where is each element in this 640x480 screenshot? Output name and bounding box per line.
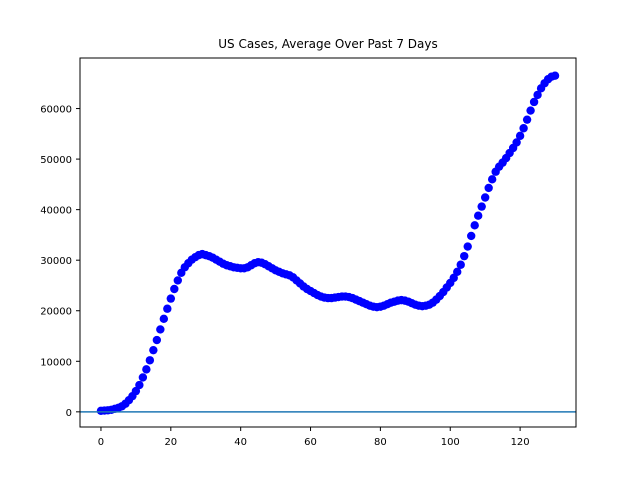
y-tick-label: 60000: [40, 105, 72, 116]
axes: 0 20 40 60 80 100 120 0 10000 20000 30000 40000 5000…: [40, 105, 529, 448]
x-tick-label: 80: [374, 437, 387, 448]
data-point: [170, 284, 179, 294]
y-tick-label: 30000: [40, 256, 72, 267]
x-tick-label: 100: [441, 437, 460, 448]
data-point: [550, 71, 560, 80]
data-point: [480, 193, 490, 202]
y-tick-label: 10000: [40, 357, 72, 368]
data-point: [473, 211, 483, 220]
x-tick-label: 20: [164, 437, 177, 448]
data-point: [166, 294, 176, 303]
data-point: [173, 276, 183, 285]
data-point: [487, 175, 497, 184]
data-point: [484, 183, 493, 193]
data-point: [463, 242, 472, 251]
data-point: [467, 231, 476, 241]
data-point: [533, 90, 542, 100]
y-tick-label: 20000: [40, 307, 72, 318]
data-point: [519, 124, 528, 133]
data-point: [515, 131, 525, 141]
data-point: [453, 267, 462, 277]
data-point: [142, 365, 151, 374]
data-point: [477, 202, 486, 211]
data-point: [138, 373, 148, 382]
data-point: [149, 345, 158, 355]
chart-title: US Cases, Average Over Past 7 Days: [218, 37, 437, 51]
data-point: [449, 273, 458, 283]
data-point: [145, 356, 155, 365]
data-point: [526, 106, 535, 115]
x-tick-label: 0: [98, 437, 104, 448]
data-point: [529, 97, 539, 107]
y-tick-label: 40000: [40, 206, 72, 217]
plot-frame: [79, 57, 577, 428]
y-tick-label: 0: [66, 408, 72, 419]
data-point: [163, 304, 172, 313]
data-point: [159, 314, 169, 324]
x-tick-label: 40: [234, 437, 247, 448]
data-point: [456, 260, 465, 269]
data-point: [460, 251, 469, 261]
x-tick-label: 120: [511, 437, 530, 448]
data-point: [512, 138, 521, 147]
data-point: [135, 380, 144, 390]
x-tick-label: 60: [304, 437, 317, 448]
data-point: [152, 335, 162, 345]
data-point: [470, 221, 479, 230]
y-tick-label: 50000: [40, 155, 72, 166]
data-point: [522, 115, 532, 124]
data-point: [131, 386, 141, 396]
data-point: [156, 325, 165, 334]
plot-area: [80, 71, 576, 416]
